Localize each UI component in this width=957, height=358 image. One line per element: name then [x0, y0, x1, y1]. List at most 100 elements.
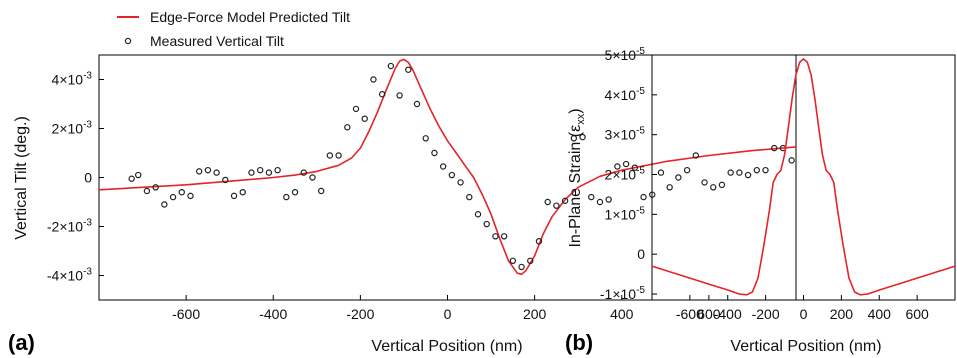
data-point: [405, 66, 412, 73]
data-point: [431, 149, 438, 157]
data-point: [396, 92, 403, 99]
data-point: [361, 115, 368, 122]
x-tick-label: 400: [610, 306, 634, 322]
data-point: [457, 179, 464, 186]
data-point: [230, 192, 238, 200]
y-axis-label-b: In-Plane Strain (εxx): [567, 108, 587, 247]
data-point: [317, 187, 325, 195]
data-point: [222, 176, 229, 184]
data-a: [98, 58, 797, 276]
data-point: [466, 193, 473, 201]
y-axis-label-a: Vertical Tilt (deg.): [13, 116, 30, 240]
x-tick-label: -400: [259, 306, 287, 322]
data-point: [439, 163, 447, 170]
y-tick-label: 0: [84, 170, 92, 186]
data-point: [692, 152, 700, 159]
data-b: [651, 58, 956, 296]
data-point: [579, 133, 586, 141]
data-point: [309, 174, 316, 181]
y-tick-label: 2×10-5: [605, 166, 646, 183]
data-point: [631, 164, 639, 171]
data-point: [570, 135, 578, 142]
data-point: [448, 171, 456, 179]
x-tick-label: 600: [697, 306, 721, 322]
data-point: [370, 76, 377, 83]
data-point: [344, 124, 351, 131]
data-point: [701, 179, 708, 186]
y-tick-label: 2×10-3: [52, 120, 93, 137]
x-axis-label-a: Vertical Position (nm): [371, 338, 522, 355]
data-point: [518, 263, 525, 271]
data-point: [378, 90, 386, 98]
data-point: [256, 166, 264, 174]
x-tick-label: 400: [868, 306, 892, 322]
data-point: [727, 169, 734, 176]
y-tick-label: 4×10-3: [52, 71, 93, 88]
y-tick-label: -4×10-3: [47, 267, 93, 284]
data-point: [527, 257, 534, 264]
data-point: [666, 184, 673, 191]
x-tick-label: 600: [905, 306, 929, 322]
data-point: [413, 100, 421, 108]
data-point: [300, 169, 307, 176]
data-point: [248, 169, 255, 176]
data-point: [239, 188, 246, 196]
data-point: [605, 196, 612, 203]
data-point: [500, 233, 508, 240]
data-point: [135, 171, 142, 179]
data-point: [640, 193, 647, 201]
data-point: [788, 157, 795, 164]
y-tick-label: -2×10-3: [47, 218, 93, 235]
data-point: [187, 192, 194, 200]
data-point: [352, 105, 360, 113]
data-point: [535, 237, 543, 245]
data-point: [483, 220, 490, 228]
data-point: [291, 188, 299, 196]
x-tick-label: -600: [172, 306, 200, 322]
panel-label-a: (a): [8, 330, 35, 355]
data-point: [744, 171, 752, 179]
axes-b: -600 -400 -200 0 200 400 600 5×10-5 4×10-5 3×10-5…: [600, 46, 929, 322]
data-point: [553, 202, 560, 209]
x-tick-label: -200: [752, 306, 780, 322]
y-axis-label-b-main: In-Plane Strain (ε: [567, 125, 584, 248]
x-tick-label: -600: [676, 306, 704, 322]
series-line: [98, 58, 797, 276]
data-point: [596, 198, 604, 206]
panel-label-b: (b): [565, 330, 593, 355]
y-axis-label-b-end: ): [567, 108, 584, 113]
data-point: [683, 166, 691, 174]
y-tick-label: 4×10-5: [605, 86, 646, 103]
data-point: [622, 160, 630, 168]
y-tick-label: 3×10-5: [605, 126, 646, 143]
data-point: [657, 169, 665, 176]
legend-label-model: Edge-Force Model Predicted Tilt: [150, 9, 350, 25]
legend-circle-swatch: [124, 37, 132, 45]
data-point: [771, 144, 778, 152]
data-point: [422, 135, 429, 142]
x-tick-label: -200: [346, 306, 374, 322]
x-tick-label: 200: [523, 306, 547, 322]
data-point: [614, 163, 621, 170]
data-point: [588, 193, 595, 201]
series-line: [651, 58, 956, 296]
data-point: [492, 233, 499, 240]
x-tick-label: 0: [800, 306, 808, 322]
y-tick-label: -1×10-5: [600, 285, 646, 302]
data-point: [213, 169, 220, 176]
y-tick-label: 1×10-5: [605, 205, 646, 222]
data-point: [204, 166, 212, 174]
legend-label-measured: Measured Vertical Tilt: [150, 33, 284, 49]
data-point: [326, 152, 334, 159]
data-point: [161, 201, 168, 208]
x-tick-label: -400: [714, 306, 742, 322]
x-tick-label: 200: [830, 306, 854, 322]
data-point: [387, 62, 395, 70]
axes-a: -600 -400 -200 0 200 400 600 4×10-3 2×10-3 0 -2×10…: [47, 71, 721, 323]
data-point: [274, 166, 281, 174]
plot-frame-a: [98, 54, 797, 301]
data-point: [143, 187, 151, 195]
legend: Edge-Force Model Predicted Tilt Measured…: [117, 9, 350, 49]
panel-a-chart: Edge-Force Model Predicted Tilt Measured…: [8, 9, 797, 355]
